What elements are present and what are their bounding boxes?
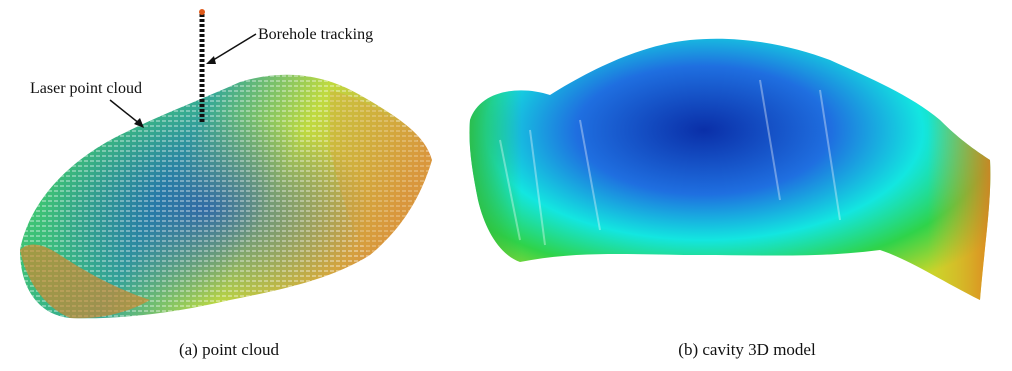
caption-point-cloud: (a) point cloud <box>178 340 280 359</box>
point-cloud-right-sparse <box>330 90 432 255</box>
borehole-tracking-label: Borehole tracking <box>258 26 374 43</box>
borehole-track <box>199 9 205 124</box>
arrow-icon <box>206 33 257 64</box>
point-cloud-panel: Borehole tracking Laser point cloud <box>0 0 470 371</box>
laser-point-cloud-label: Laser point cloud <box>30 80 142 97</box>
point-cloud-lower-left <box>20 244 150 319</box>
cavity-facets <box>499 79 841 246</box>
cavity-3d-model-figure <box>469 38 991 301</box>
arrow-icon <box>109 99 144 128</box>
cavity-model-panel <box>460 0 1012 371</box>
caption-cavity-model: (b) cavity 3D model <box>678 340 816 359</box>
point-cloud-figure <box>20 9 432 319</box>
